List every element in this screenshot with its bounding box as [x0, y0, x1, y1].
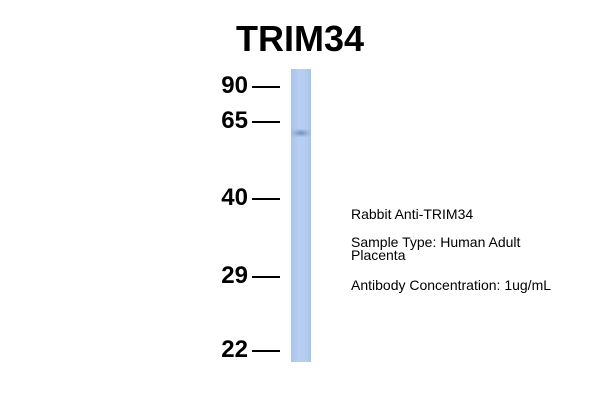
- marker-29: 29: [200, 261, 280, 291]
- sample-type-text: Sample Type: Human Adult: [351, 234, 521, 250]
- marker-label: 29: [221, 262, 248, 289]
- marker-tick: [252, 276, 280, 278]
- marker-label: 22: [221, 336, 248, 363]
- marker-label: 40: [221, 184, 248, 211]
- marker-90: 90: [200, 71, 280, 101]
- marker-label: 90: [221, 72, 248, 99]
- marker-label: 65: [221, 107, 248, 134]
- marker-tick: [252, 86, 280, 88]
- marker-tick: [252, 121, 280, 123]
- marker-40: 40: [200, 183, 280, 213]
- marker-tick: [252, 198, 280, 200]
- sample-type-text-2: Placenta: [351, 247, 406, 263]
- antibody-text: Rabbit Anti-TRIM34: [351, 206, 474, 222]
- marker-22: 22: [200, 335, 280, 365]
- blot-lane: [291, 69, 311, 362]
- blot-title: TRIM34: [235, 18, 365, 59]
- marker-tick: [252, 350, 280, 352]
- concentration-text: Antibody Concentration: 1ug/mL: [351, 277, 552, 293]
- protein-band: [291, 129, 311, 137]
- marker-65: 65: [200, 106, 280, 136]
